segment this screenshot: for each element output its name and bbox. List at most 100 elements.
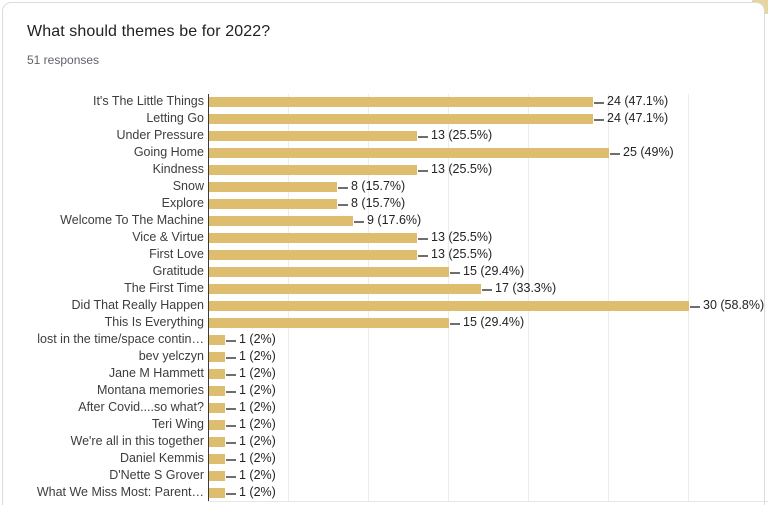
bar[interactable] xyxy=(209,454,225,464)
annotation-label: 8 (15.7%) xyxy=(351,196,406,210)
plot-baseline xyxy=(208,501,768,502)
annotation-stem xyxy=(690,306,700,308)
annotation-label: 9 (17.6%) xyxy=(367,213,422,227)
bar[interactable] xyxy=(209,403,225,413)
annotation-stem xyxy=(418,136,428,138)
annotation-label: 1 (2%) xyxy=(239,468,276,482)
category-label: It's The Little Things xyxy=(92,94,204,108)
x-gridline xyxy=(608,94,609,501)
annotation-label: 24 (47.1%) xyxy=(607,111,669,125)
annotation-stem xyxy=(338,204,348,206)
bar[interactable] xyxy=(209,488,225,498)
annotation-stem xyxy=(226,391,236,393)
bar[interactable] xyxy=(209,335,225,345)
annotation-stem xyxy=(226,493,236,495)
annotation-stem xyxy=(450,272,460,274)
annotation-stem xyxy=(354,221,364,223)
bar[interactable] xyxy=(209,216,353,226)
response-count: 51 responses xyxy=(27,53,100,67)
category-label: Teri Wing xyxy=(151,417,204,431)
bar[interactable] xyxy=(209,131,417,141)
annotation-stem xyxy=(610,153,620,155)
category-label: Jane M Hammett xyxy=(108,366,204,380)
category-label: What We Miss Most: Parent… xyxy=(36,485,204,499)
annotation-stem xyxy=(226,442,236,444)
bar[interactable] xyxy=(209,267,449,277)
bar[interactable] xyxy=(209,318,449,328)
annotation-label: 13 (25.5%) xyxy=(431,247,493,261)
category-label: lost in the time/space contin… xyxy=(37,332,204,346)
annotation-stem xyxy=(226,476,236,478)
annotation-stem xyxy=(338,187,348,189)
annotation-stem xyxy=(450,323,460,325)
category-label: D'Nette S Grover xyxy=(109,468,204,482)
annotation-label: 13 (25.5%) xyxy=(431,230,493,244)
category-label: The First Time xyxy=(124,281,204,295)
annotation-label: 1 (2%) xyxy=(239,383,276,397)
annotation-stem xyxy=(418,238,428,240)
annotation-label: 1 (2%) xyxy=(239,434,276,448)
annotation-stem xyxy=(594,119,604,121)
annotation-label: 8 (15.7%) xyxy=(351,179,406,193)
category-label: This Is Everything xyxy=(104,315,204,329)
category-label: Daniel Kemmis xyxy=(119,451,204,465)
bar[interactable] xyxy=(209,165,417,175)
bar[interactable] xyxy=(209,114,593,124)
annotation-label: 13 (25.5%) xyxy=(431,162,493,176)
annotation-stem xyxy=(226,459,236,461)
annotation-label: 13 (25.5%) xyxy=(431,128,493,142)
bar[interactable] xyxy=(209,437,225,447)
annotation-stem xyxy=(418,170,428,172)
category-label: Welcome To The Machine xyxy=(60,213,204,227)
category-label: Gratitude xyxy=(152,264,204,278)
bar[interactable] xyxy=(209,471,225,481)
annotation-label: 1 (2%) xyxy=(239,366,276,380)
annotation-stem xyxy=(226,374,236,376)
x-gridline xyxy=(528,94,529,501)
annotation-stem xyxy=(482,289,492,291)
bar[interactable] xyxy=(209,233,417,243)
annotation-label: 17 (33.3%) xyxy=(495,281,557,295)
bar[interactable] xyxy=(209,182,337,192)
category-label: Going Home xyxy=(133,145,204,159)
bar[interactable] xyxy=(209,386,225,396)
annotation-label: 1 (2%) xyxy=(239,332,276,346)
annotation-stem xyxy=(226,425,236,427)
annotation-stem xyxy=(226,340,236,342)
annotation-label: 1 (2%) xyxy=(239,451,276,465)
category-label: Under Pressure xyxy=(116,128,204,142)
bar[interactable] xyxy=(209,352,225,362)
annotation-stem xyxy=(226,408,236,410)
annotation-stem xyxy=(226,357,236,359)
y-axis-line xyxy=(208,94,209,501)
bar[interactable] xyxy=(209,284,481,294)
bar[interactable] xyxy=(209,369,225,379)
category-label: Snow xyxy=(172,179,204,193)
category-label: Vice & Virtue xyxy=(132,230,204,244)
annotation-label: 1 (2%) xyxy=(239,349,276,363)
category-label: Explore xyxy=(161,196,204,210)
x-gridline xyxy=(368,94,369,501)
annotation-label: 1 (2%) xyxy=(239,400,276,414)
bar[interactable] xyxy=(209,301,689,311)
annotation-stem xyxy=(418,255,428,257)
category-label: Did That Really Happen xyxy=(71,298,204,312)
annotation-label: 25 (49%) xyxy=(623,145,674,159)
category-label: We're all in this together xyxy=(70,434,204,448)
category-label: bev yelczyn xyxy=(138,349,204,363)
annotation-label: 15 (29.4%) xyxy=(463,315,525,329)
bar[interactable] xyxy=(209,148,609,158)
annotation-stem xyxy=(594,102,604,104)
chart: It's The Little Things 24 (47.1%) Letting … xyxy=(3,3,768,505)
question-title: What should themes be for 2022? xyxy=(27,23,271,40)
bar[interactable] xyxy=(209,199,337,209)
x-gridline xyxy=(688,94,689,501)
annotation-label: 15 (29.4%) xyxy=(463,264,525,278)
bar[interactable] xyxy=(209,420,225,430)
category-label: After Covid....so what? xyxy=(78,400,204,414)
bar[interactable] xyxy=(209,250,417,260)
x-gridline xyxy=(288,94,289,501)
annotation-label: 1 (2%) xyxy=(239,417,276,431)
bar[interactable] xyxy=(209,97,593,107)
